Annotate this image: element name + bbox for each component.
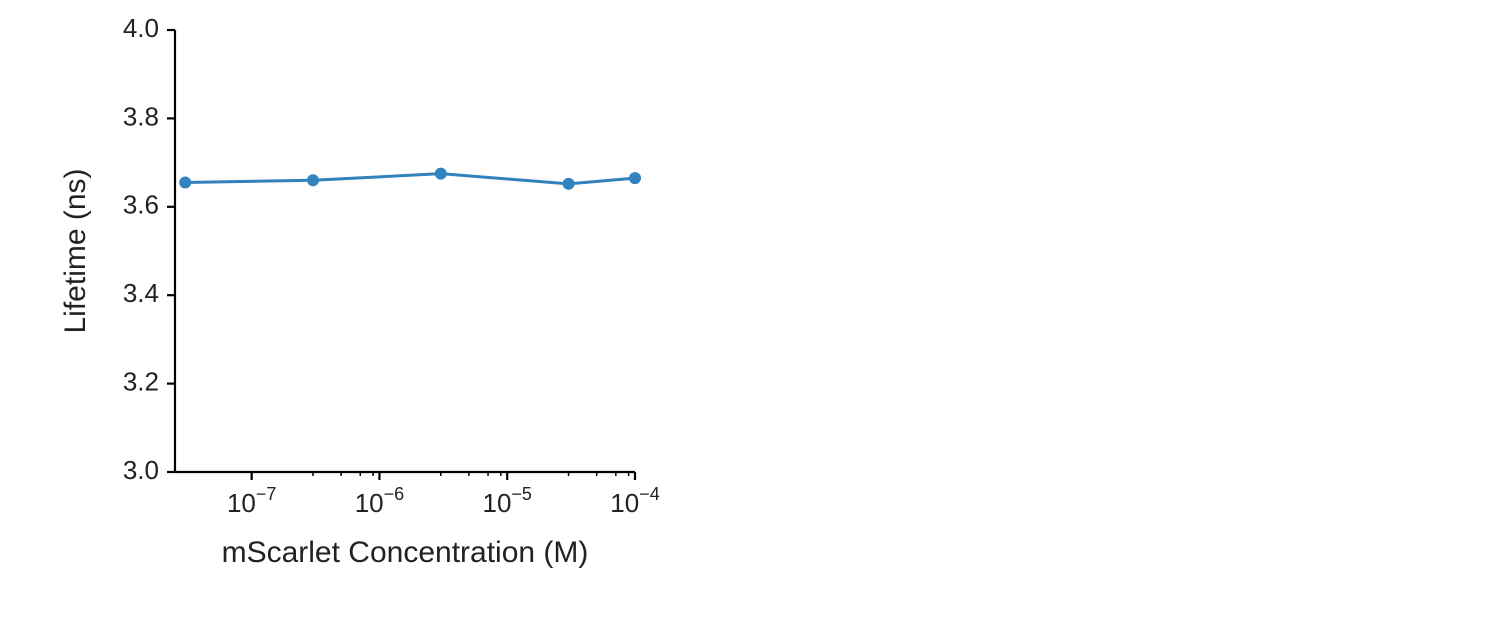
data-marker: [179, 176, 191, 188]
chart-svg: 3.0 3.2 3.4 3.6 3.8 4.0 10−7 10−6 10−5 10−4 Lifeti…: [40, 10, 660, 610]
y-tick-label: 3.4: [123, 278, 159, 308]
data-marker: [629, 172, 641, 184]
y-tick-label: 4.0: [123, 13, 159, 43]
x-tick-label: 10−6: [355, 484, 404, 518]
x-tick-label: 10−7: [227, 484, 276, 518]
lifetime-chart: 3.0 3.2 3.4 3.6 3.8 4.0 10−7 10−6 10−5 10−4 Lifeti…: [40, 10, 660, 610]
y-tick-label: 3.2: [123, 366, 159, 396]
x-axis-label: mScarlet Concentration (M): [222, 536, 589, 569]
data-marker: [307, 174, 319, 186]
x-tick-label: 10−4: [610, 484, 659, 518]
data-marker: [563, 178, 575, 190]
x-tick-label: 10−5: [482, 484, 531, 518]
y-tick-label: 3.0: [123, 455, 159, 485]
y-axis-label: Lifetime (ns): [59, 168, 92, 333]
data-marker: [435, 168, 447, 180]
y-tick-label: 3.8: [123, 101, 159, 131]
y-tick-label: 3.6: [123, 190, 159, 220]
